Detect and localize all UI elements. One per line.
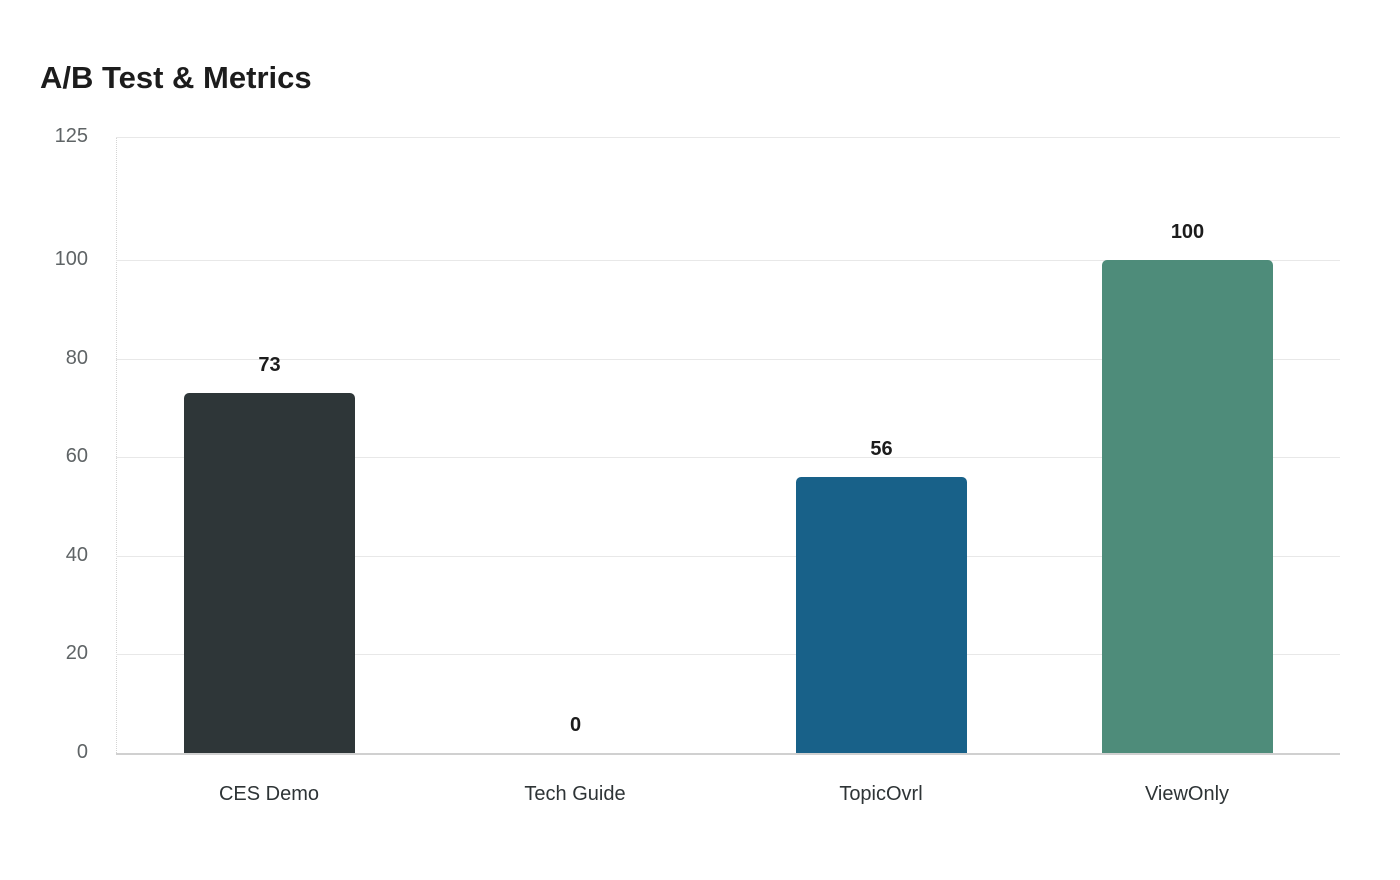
bar-ces-demo[interactable] [184,393,355,753]
x-tick-label: TopicOvrl [839,783,923,805]
y-tick-label: 80 [65,347,88,369]
bar-value-label: 73 [258,354,281,376]
x-tick-label: ViewOnly [1144,783,1230,805]
bar-value-label: 0 [569,714,582,736]
bar-viewonly[interactable] [1102,260,1273,753]
x-tick-label: CES Demo [218,783,320,805]
gridline [116,359,1340,360]
y-tick-label: 100 [54,248,88,270]
y-tick-label: 60 [65,445,88,467]
y-tick-label: 20 [65,642,88,664]
bar-value-label: 100 [1170,221,1205,243]
y-tick-label: 125 [54,125,88,147]
gridline [116,137,1340,138]
gridline [116,260,1340,261]
gridline [116,654,1340,655]
gridline [116,556,1340,557]
bar-topicovrl[interactable] [796,477,967,753]
chart-title: A/B Test & Metrics [40,60,312,95]
y-axis-line [116,137,118,753]
y-tick-label: 0 [76,741,88,763]
y-tick-label: 40 [65,544,88,566]
gridline [116,457,1340,458]
x-tick-label: Tech Guide [524,783,626,805]
x-axis-line [116,753,1340,755]
bar-value-label: 56 [870,438,893,460]
